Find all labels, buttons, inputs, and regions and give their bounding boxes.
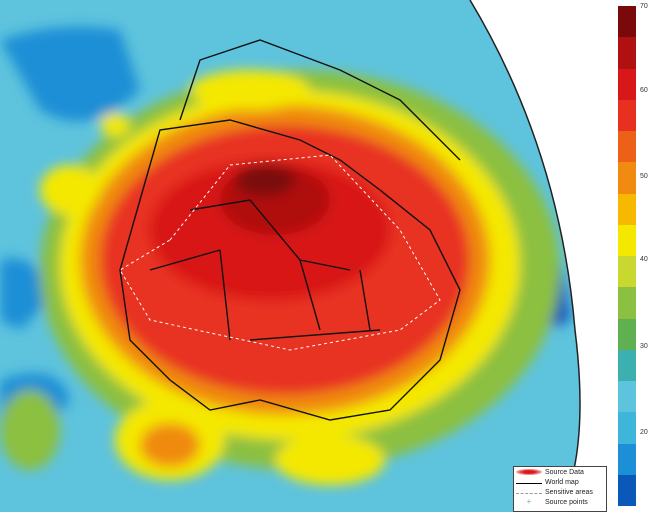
colorbar-segment [618, 68, 636, 100]
colorbar-segment [618, 99, 636, 131]
colorbar-segment [618, 474, 636, 506]
legend-item: World map [514, 477, 606, 487]
dashed-line-icon [516, 490, 542, 494]
legend-label: World map [545, 478, 579, 486]
legend-label: Sensitive areas [545, 488, 593, 496]
colorbar-segment [618, 318, 636, 350]
colorbar-tick: 60 [640, 87, 648, 94]
legend-item: + Source points [514, 497, 606, 507]
black-line-icon [516, 480, 542, 484]
globe-surface [0, 0, 580, 512]
colorbar-segment [618, 287, 636, 319]
colorbar-segment [618, 256, 636, 288]
colorbar [618, 6, 636, 506]
colorbar-segment [618, 131, 636, 163]
cross-point-icon: + [526, 497, 532, 506]
colorbar-tick: 50 [640, 173, 648, 180]
sensitive-area-boundary [119, 154, 441, 351]
legend-label: Source Data [545, 468, 584, 476]
colorbar-tick: 70 [640, 3, 648, 10]
legend-item: Source Data [514, 467, 606, 477]
colorbar-segment [618, 443, 636, 475]
colorbar-segment [618, 224, 636, 256]
colorbar-segment [618, 412, 636, 444]
colorbar-segment [618, 349, 636, 381]
map-legend: Source Data World map Sensitive areas + … [513, 466, 607, 512]
dust-intensity-map [0, 0, 581, 512]
legend-item: Sensitive areas [514, 487, 606, 497]
colorbar-tick: 40 [640, 256, 648, 263]
colorbar-tick: 20 [640, 429, 648, 436]
colorbar-tick: 30 [640, 343, 648, 350]
red-ellipse-icon [516, 469, 542, 475]
country-borders [119, 39, 461, 421]
colorbar-segment [618, 381, 636, 413]
colorbar-segment [618, 6, 636, 38]
legend-label: Source points [545, 498, 588, 506]
globe-edge [469, 0, 581, 512]
colorbar-segment [618, 162, 636, 194]
colorbar-segment [618, 37, 636, 69]
colorbar-segment [618, 193, 636, 225]
